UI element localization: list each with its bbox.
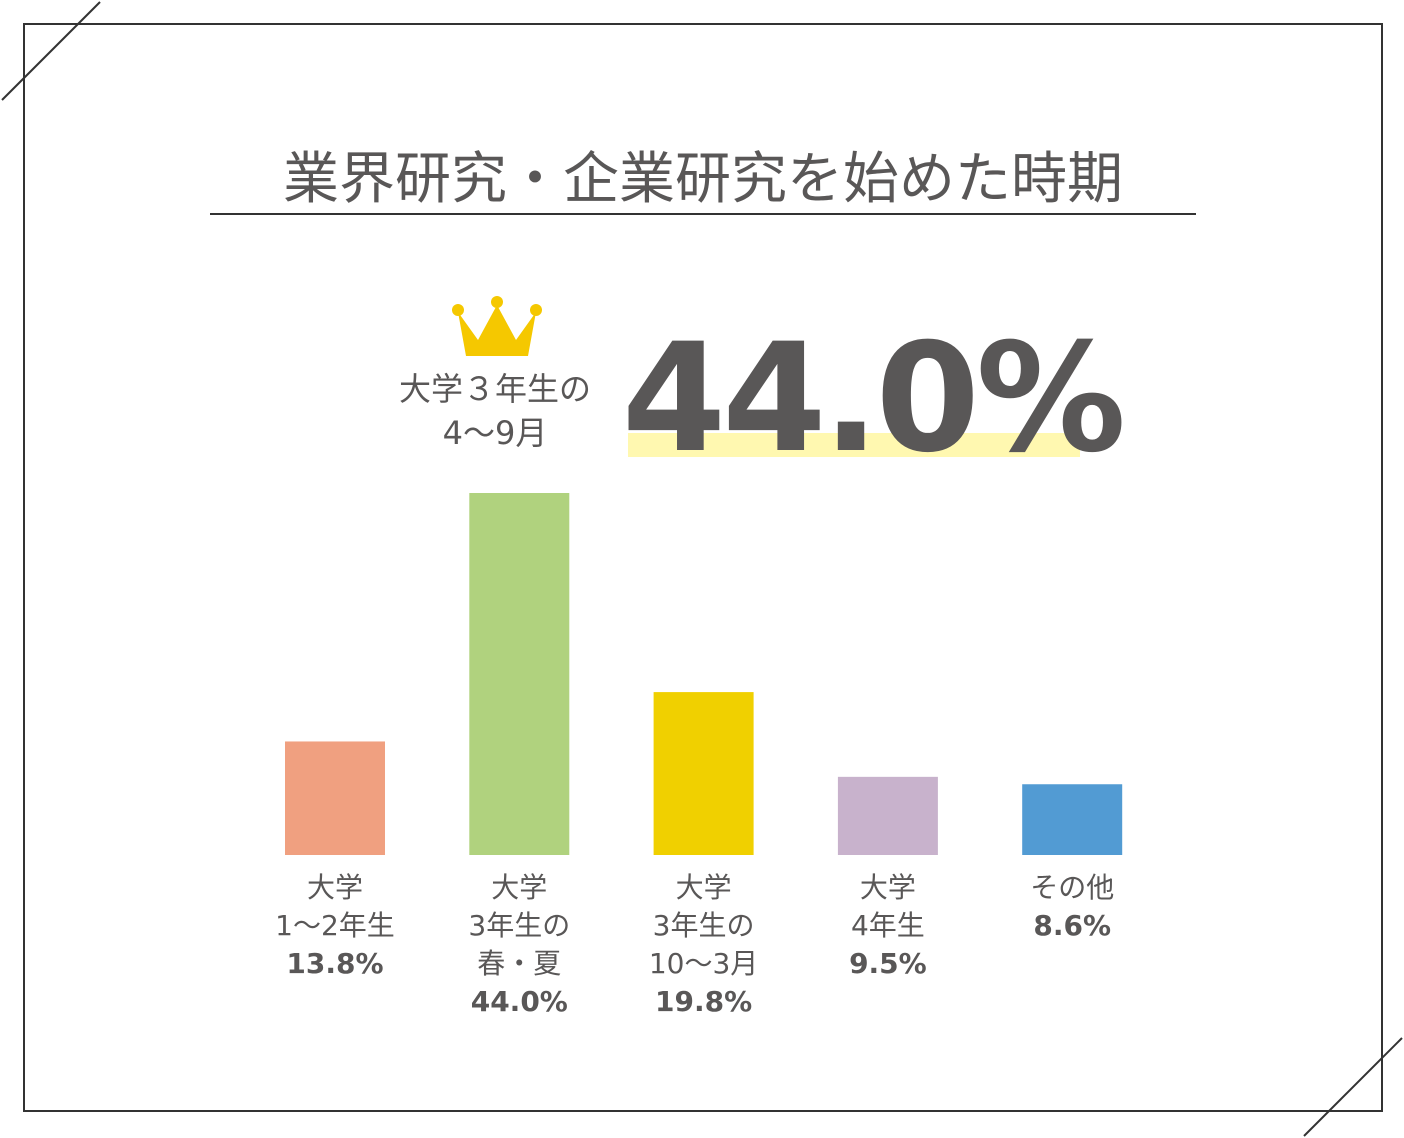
- x-tick-label: 3年生の: [653, 909, 755, 942]
- crown: [452, 296, 542, 356]
- value-label: 8.6%: [1033, 909, 1111, 942]
- bar: [653, 692, 754, 855]
- x-tick-label: 1〜2年生: [275, 909, 395, 942]
- x-tick-label: 10〜3月: [649, 947, 758, 980]
- x-tick-label: 3年生の: [468, 909, 570, 942]
- x-tick-label: 大学: [491, 871, 547, 904]
- value-label: 44.0%: [471, 985, 568, 1018]
- annotation-value: 44.0%: [622, 312, 1122, 486]
- bar: [285, 741, 385, 855]
- annotation-text: 4〜9月: [443, 414, 548, 452]
- highlight: [628, 433, 1080, 457]
- x-tick-label: 大学: [307, 871, 363, 904]
- bar: [837, 776, 938, 855]
- annotation-text: 大学３年生の: [399, 370, 591, 408]
- value-label: 13.8%: [286, 947, 383, 980]
- value-label: 9.5%: [849, 947, 927, 980]
- corner-mark: [1, 1, 101, 101]
- value-label: 19.8%: [655, 985, 752, 1018]
- corner-mark: [1303, 1037, 1403, 1137]
- chart-title: 業界研究・企業研究を始めた時期: [283, 147, 1123, 212]
- frame: [23, 23, 1383, 1112]
- bar: [1022, 784, 1123, 855]
- x-tick-label: 4年生: [851, 909, 925, 942]
- bar: [469, 493, 570, 855]
- x-tick-label: 大学: [676, 871, 732, 904]
- x-tick-label: 春・夏: [477, 947, 561, 980]
- x-tick-label: その他: [1030, 871, 1114, 904]
- x-tick-label: 大学: [860, 871, 916, 904]
